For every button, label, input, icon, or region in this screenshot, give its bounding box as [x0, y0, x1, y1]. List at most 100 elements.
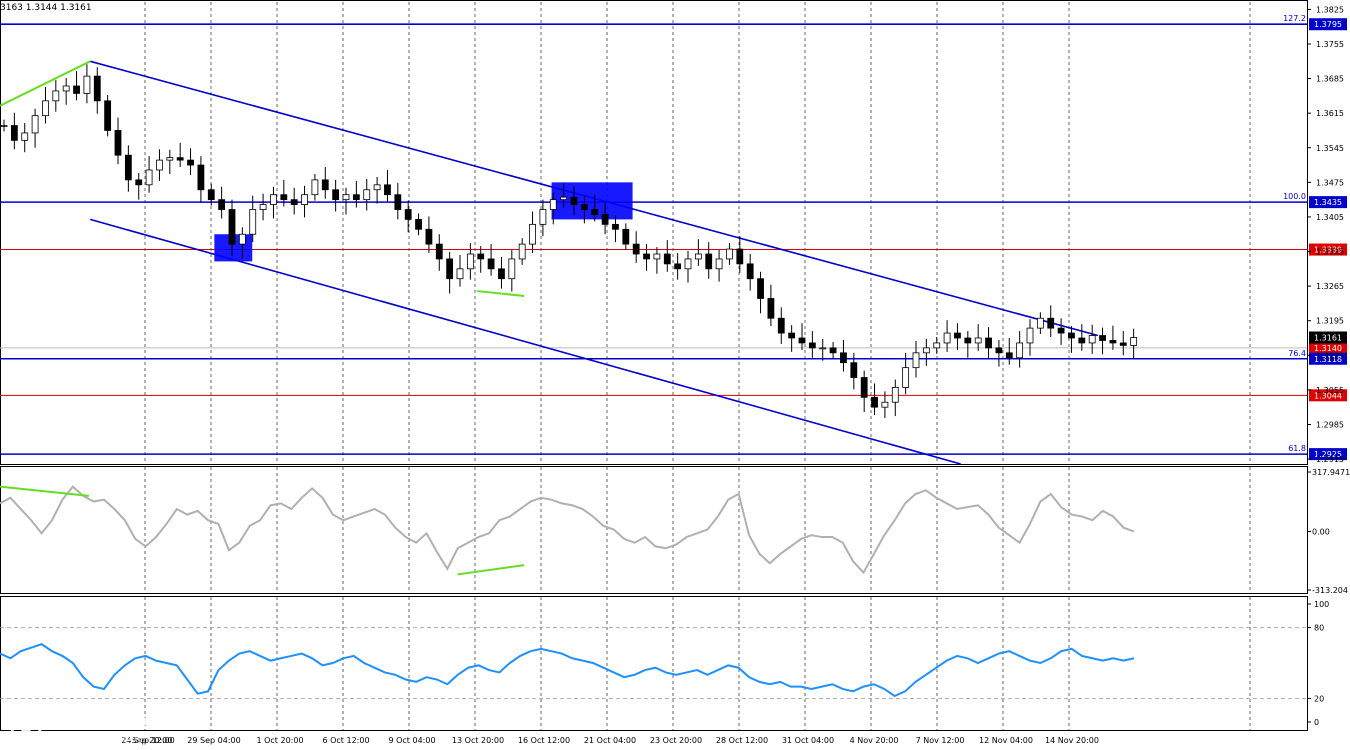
candle-body: [964, 337, 972, 344]
candle-body: [42, 100, 49, 117]
candle-body: [352, 194, 360, 201]
candle-body: [902, 367, 910, 388]
y-tick-label: 1.2915: [1316, 455, 1344, 464]
candle-body: [518, 243, 526, 260]
y-tick-label: 1.2985: [1316, 420, 1344, 429]
candle-body: [73, 85, 80, 94]
time-label: Sep 20:00: [132, 736, 173, 745]
level-price-label: 1.3044: [1314, 391, 1342, 400]
y-tick-label: 1.3825: [1316, 5, 1344, 14]
candle-body: [539, 209, 547, 225]
candle-body: [290, 199, 298, 205]
divergence-line: [476, 290, 525, 297]
candle-body: [529, 223, 536, 245]
time-label: 29 Sep 04:00: [187, 736, 240, 745]
level-price-tag: [1309, 196, 1347, 209]
rsi-tick-label: 0: [1314, 718, 1319, 727]
cci-divergence-line: [457, 564, 525, 576]
candle-body: [1036, 317, 1044, 329]
y-tick-label: 1.3545: [1316, 144, 1344, 153]
candle-body: [1026, 327, 1034, 344]
time-label: 16 Oct 12:00: [518, 736, 570, 745]
time-label: 31 Oct 04:00: [782, 736, 834, 745]
candle-body: [446, 258, 454, 280]
time-label: 6 Oct 12:00: [322, 736, 369, 745]
cci-tick-label: 0.00: [1312, 527, 1330, 536]
candle-body: [715, 258, 723, 270]
candle-body: [1109, 340, 1117, 344]
ohlc-readout: 3163 1.3144 1.3161: [0, 3, 92, 13]
candle-body: [1057, 327, 1065, 334]
rsi-tick-label: 80: [1314, 624, 1324, 633]
candle-body: [881, 401, 889, 408]
time-label: 28 Oct 12:00: [716, 736, 768, 745]
candle-body: [228, 209, 236, 245]
candle-body: [31, 115, 39, 134]
candle-body: [580, 204, 588, 210]
candle-body: [487, 258, 495, 270]
level-price-label: 1.2925: [1314, 450, 1342, 459]
y-tick-label: 1.3475: [1316, 178, 1344, 187]
y-tick-label: 1.3195: [1316, 317, 1344, 326]
level-price-label: 1.3435: [1314, 198, 1342, 207]
candle-body: [757, 278, 764, 299]
level-price-tag: [1309, 243, 1347, 256]
candle-body: [259, 204, 267, 210]
fib-level-label: 127.2: [1283, 14, 1306, 23]
y-tick-label: 1.3265: [1316, 282, 1344, 291]
candle-body: [456, 268, 464, 280]
candle-body: [342, 194, 350, 201]
y-tick-label: 1.3755: [1316, 40, 1344, 49]
candle-body: [435, 243, 443, 260]
time-label: 14 Nov 20:00: [1045, 736, 1099, 745]
candle-body: [156, 159, 163, 171]
candle-body: [860, 377, 868, 398]
candle-body: [197, 164, 205, 191]
y-tick-label: 1.3405: [1316, 213, 1344, 222]
candle-body: [684, 258, 692, 270]
candle-body: [943, 332, 951, 344]
candle-body: [788, 332, 796, 339]
y-tick-label: 1.3055: [1316, 386, 1344, 395]
candle-body: [62, 85, 70, 92]
candle-body: [176, 157, 184, 161]
candle-body: [819, 347, 827, 350]
current-price-label: 1.3161: [1314, 334, 1342, 343]
candle-body: [166, 157, 174, 161]
candle-body: [954, 332, 961, 339]
candle-body: [601, 214, 609, 225]
level-price-label: 1.3795: [1314, 20, 1342, 29]
candle-body: [218, 199, 226, 210]
level-price-label: 1.3118: [1314, 355, 1342, 364]
candle-body: [871, 396, 878, 408]
candle-body: [663, 253, 671, 265]
candle-body: [995, 347, 1003, 354]
candle-body: [694, 253, 702, 260]
cci-line: [0, 485, 1135, 575]
brand-tagline: Instant Forex Trading: [48, 734, 143, 744]
candle-body: [249, 209, 257, 235]
rsi-tick-label: 100: [1314, 600, 1329, 609]
candle-body: [840, 352, 847, 364]
time-label: 24 Sep 12:00: [121, 736, 174, 745]
fib-level-label: 61.8: [1288, 444, 1306, 453]
candle-body: [736, 248, 744, 265]
level-price-tag: [1309, 18, 1347, 31]
fib-level-label: 100.0: [1283, 192, 1306, 201]
candle-body: [466, 253, 474, 270]
candle-body: [746, 263, 754, 280]
candle-body: [850, 362, 858, 378]
cci-divergence-line: [0, 485, 89, 497]
candle-body: [705, 253, 713, 270]
rsi-panel: [0, 596, 1308, 731]
candle-body: [394, 194, 402, 210]
candle-body: [415, 219, 422, 230]
candle-body: [0, 125, 8, 127]
candle-body: [974, 337, 982, 344]
brand-name: instaforex: [48, 709, 153, 734]
candle-body: [1047, 317, 1055, 329]
candle-body: [93, 75, 101, 102]
candle-body: [280, 194, 288, 201]
candle-body: [104, 100, 112, 131]
